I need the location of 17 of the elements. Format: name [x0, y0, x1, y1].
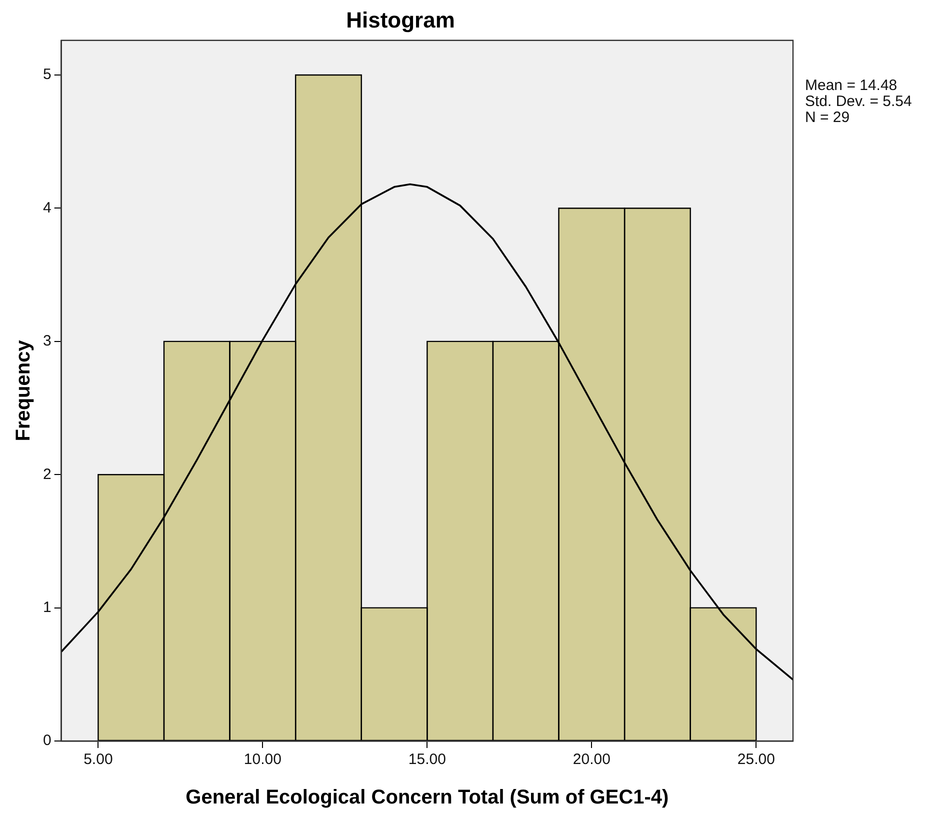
- x-tick-label: 25.00: [737, 751, 775, 768]
- x-tick-label: 10.00: [244, 751, 282, 768]
- y-tick-label: 5: [43, 66, 52, 84]
- x-tick-label: 20.00: [572, 751, 610, 768]
- x-axis-title: General Ecological Concern Total (Sum of GEC1-4): [186, 786, 669, 809]
- x-tick-label: 5.00: [84, 751, 113, 768]
- x-tick-label: 15.00: [408, 751, 446, 768]
- y-tick-label: 2: [43, 466, 52, 483]
- text: Std. Dev. = 5.54: [805, 93, 912, 110]
- text: N = 29: [805, 109, 850, 126]
- y-tick-label: 3: [43, 332, 52, 350]
- text: Mean = 14.48: [805, 77, 898, 94]
- y-tick-label: 1: [43, 598, 52, 616]
- y-axis-title: Frequency: [12, 339, 35, 442]
- y-tick-label: 0: [43, 732, 52, 750]
- y-tick-label: 4: [43, 199, 52, 216]
- chart-title: Histogram: [346, 7, 455, 32]
